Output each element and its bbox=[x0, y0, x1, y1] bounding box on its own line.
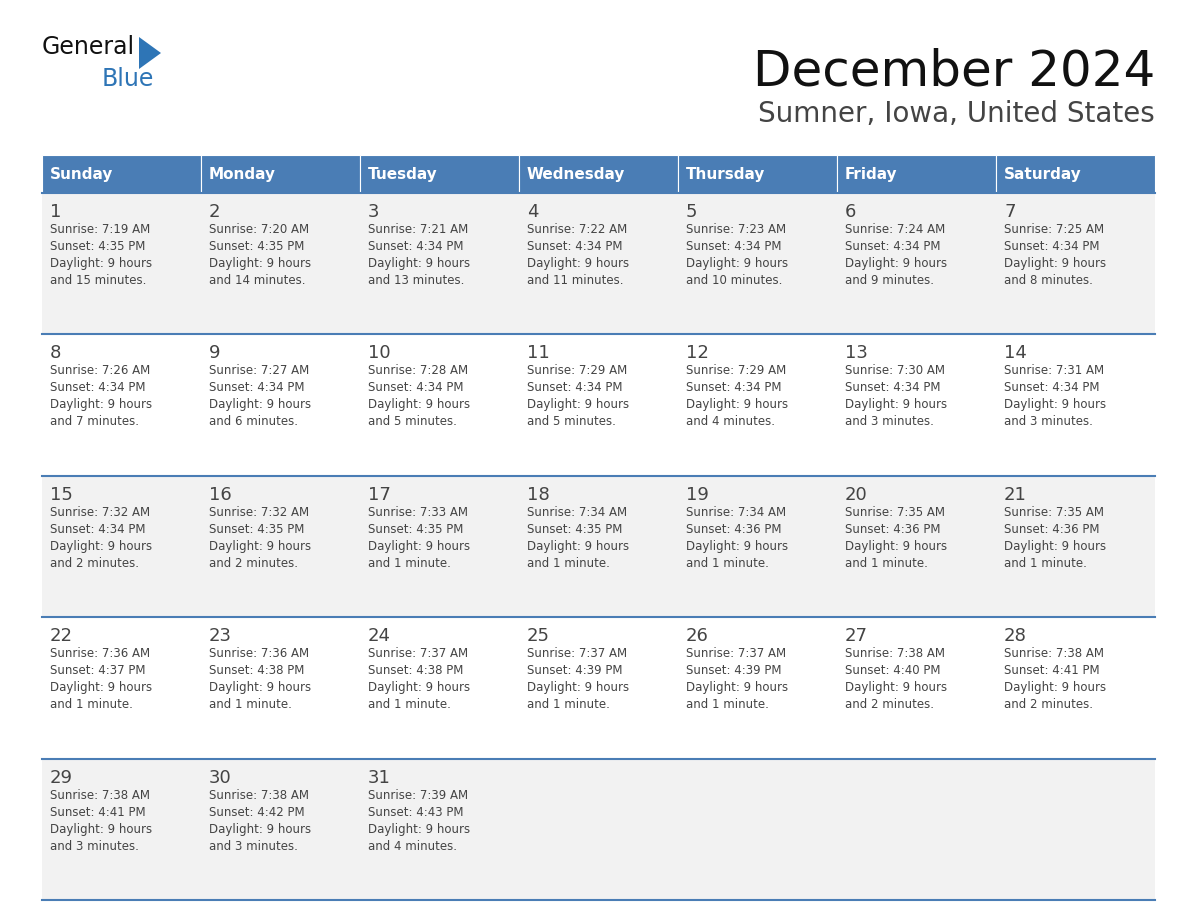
Bar bbox=[42, 334, 1155, 476]
Text: Sunrise: 7:33 AM
Sunset: 4:35 PM
Daylight: 9 hours
and 1 minute.: Sunrise: 7:33 AM Sunset: 4:35 PM Dayligh… bbox=[368, 506, 470, 570]
Text: December 2024: December 2024 bbox=[753, 48, 1155, 96]
Text: Sunrise: 7:23 AM
Sunset: 4:34 PM
Daylight: 9 hours
and 10 minutes.: Sunrise: 7:23 AM Sunset: 4:34 PM Dayligh… bbox=[685, 223, 788, 287]
Text: Sunrise: 7:32 AM
Sunset: 4:34 PM
Daylight: 9 hours
and 2 minutes.: Sunrise: 7:32 AM Sunset: 4:34 PM Dayligh… bbox=[50, 506, 152, 570]
Text: Sunrise: 7:26 AM
Sunset: 4:34 PM
Daylight: 9 hours
and 7 minutes.: Sunrise: 7:26 AM Sunset: 4:34 PM Dayligh… bbox=[50, 364, 152, 429]
Text: 19: 19 bbox=[685, 486, 709, 504]
Text: Sunrise: 7:19 AM
Sunset: 4:35 PM
Daylight: 9 hours
and 15 minutes.: Sunrise: 7:19 AM Sunset: 4:35 PM Dayligh… bbox=[50, 223, 152, 287]
Text: Sunrise: 7:35 AM
Sunset: 4:36 PM
Daylight: 9 hours
and 1 minute.: Sunrise: 7:35 AM Sunset: 4:36 PM Dayligh… bbox=[1004, 506, 1106, 570]
Text: 1: 1 bbox=[50, 203, 62, 221]
Bar bbox=[678, 155, 838, 193]
Text: Saturday: Saturday bbox=[1004, 167, 1082, 183]
Text: 30: 30 bbox=[209, 768, 232, 787]
Text: Blue: Blue bbox=[102, 67, 154, 91]
Bar bbox=[42, 758, 1155, 900]
Text: Sunrise: 7:38 AM
Sunset: 4:41 PM
Daylight: 9 hours
and 3 minutes.: Sunrise: 7:38 AM Sunset: 4:41 PM Dayligh… bbox=[50, 789, 152, 853]
Text: Monday: Monday bbox=[209, 167, 276, 183]
Text: Sunrise: 7:21 AM
Sunset: 4:34 PM
Daylight: 9 hours
and 13 minutes.: Sunrise: 7:21 AM Sunset: 4:34 PM Dayligh… bbox=[368, 223, 470, 287]
Text: Sunrise: 7:20 AM
Sunset: 4:35 PM
Daylight: 9 hours
and 14 minutes.: Sunrise: 7:20 AM Sunset: 4:35 PM Dayligh… bbox=[209, 223, 311, 287]
Text: Sunrise: 7:22 AM
Sunset: 4:34 PM
Daylight: 9 hours
and 11 minutes.: Sunrise: 7:22 AM Sunset: 4:34 PM Dayligh… bbox=[527, 223, 630, 287]
Text: Sunrise: 7:29 AM
Sunset: 4:34 PM
Daylight: 9 hours
and 5 minutes.: Sunrise: 7:29 AM Sunset: 4:34 PM Dayligh… bbox=[527, 364, 630, 429]
Text: 12: 12 bbox=[685, 344, 709, 363]
Text: General: General bbox=[42, 35, 135, 59]
Text: Sunrise: 7:34 AM
Sunset: 4:35 PM
Daylight: 9 hours
and 1 minute.: Sunrise: 7:34 AM Sunset: 4:35 PM Dayligh… bbox=[527, 506, 630, 570]
Bar bbox=[201, 155, 360, 193]
Bar bbox=[42, 617, 1155, 758]
Text: Sunrise: 7:35 AM
Sunset: 4:36 PM
Daylight: 9 hours
and 1 minute.: Sunrise: 7:35 AM Sunset: 4:36 PM Dayligh… bbox=[845, 506, 947, 570]
Bar bbox=[42, 476, 1155, 617]
Bar bbox=[360, 155, 519, 193]
Text: 7: 7 bbox=[1004, 203, 1016, 221]
Text: Sunrise: 7:34 AM
Sunset: 4:36 PM
Daylight: 9 hours
and 1 minute.: Sunrise: 7:34 AM Sunset: 4:36 PM Dayligh… bbox=[685, 506, 788, 570]
Text: Sunrise: 7:37 AM
Sunset: 4:38 PM
Daylight: 9 hours
and 1 minute.: Sunrise: 7:37 AM Sunset: 4:38 PM Dayligh… bbox=[368, 647, 470, 711]
Text: 2: 2 bbox=[209, 203, 221, 221]
Text: 29: 29 bbox=[50, 768, 72, 787]
Text: Sunrise: 7:30 AM
Sunset: 4:34 PM
Daylight: 9 hours
and 3 minutes.: Sunrise: 7:30 AM Sunset: 4:34 PM Dayligh… bbox=[845, 364, 947, 429]
Text: Sunrise: 7:25 AM
Sunset: 4:34 PM
Daylight: 9 hours
and 8 minutes.: Sunrise: 7:25 AM Sunset: 4:34 PM Dayligh… bbox=[1004, 223, 1106, 287]
Text: Sunrise: 7:38 AM
Sunset: 4:40 PM
Daylight: 9 hours
and 2 minutes.: Sunrise: 7:38 AM Sunset: 4:40 PM Dayligh… bbox=[845, 647, 947, 711]
Text: 21: 21 bbox=[1004, 486, 1026, 504]
Text: 10: 10 bbox=[368, 344, 391, 363]
Bar bbox=[838, 155, 996, 193]
Text: Sunrise: 7:28 AM
Sunset: 4:34 PM
Daylight: 9 hours
and 5 minutes.: Sunrise: 7:28 AM Sunset: 4:34 PM Dayligh… bbox=[368, 364, 470, 429]
Text: Sunrise: 7:32 AM
Sunset: 4:35 PM
Daylight: 9 hours
and 2 minutes.: Sunrise: 7:32 AM Sunset: 4:35 PM Dayligh… bbox=[209, 506, 311, 570]
Text: Sunrise: 7:39 AM
Sunset: 4:43 PM
Daylight: 9 hours
and 4 minutes.: Sunrise: 7:39 AM Sunset: 4:43 PM Dayligh… bbox=[368, 789, 470, 853]
Text: 9: 9 bbox=[209, 344, 221, 363]
Text: Sunrise: 7:37 AM
Sunset: 4:39 PM
Daylight: 9 hours
and 1 minute.: Sunrise: 7:37 AM Sunset: 4:39 PM Dayligh… bbox=[527, 647, 630, 711]
Text: 16: 16 bbox=[209, 486, 232, 504]
Text: 24: 24 bbox=[368, 627, 391, 645]
Polygon shape bbox=[139, 37, 162, 69]
Text: Sunrise: 7:36 AM
Sunset: 4:38 PM
Daylight: 9 hours
and 1 minute.: Sunrise: 7:36 AM Sunset: 4:38 PM Dayligh… bbox=[209, 647, 311, 711]
Text: Sunrise: 7:36 AM
Sunset: 4:37 PM
Daylight: 9 hours
and 1 minute.: Sunrise: 7:36 AM Sunset: 4:37 PM Dayligh… bbox=[50, 647, 152, 711]
Text: 26: 26 bbox=[685, 627, 709, 645]
Text: 4: 4 bbox=[527, 203, 538, 221]
Text: Sunrise: 7:31 AM
Sunset: 4:34 PM
Daylight: 9 hours
and 3 minutes.: Sunrise: 7:31 AM Sunset: 4:34 PM Dayligh… bbox=[1004, 364, 1106, 429]
Text: Sumner, Iowa, United States: Sumner, Iowa, United States bbox=[758, 100, 1155, 128]
Text: Sunrise: 7:29 AM
Sunset: 4:34 PM
Daylight: 9 hours
and 4 minutes.: Sunrise: 7:29 AM Sunset: 4:34 PM Dayligh… bbox=[685, 364, 788, 429]
Text: Sunrise: 7:24 AM
Sunset: 4:34 PM
Daylight: 9 hours
and 9 minutes.: Sunrise: 7:24 AM Sunset: 4:34 PM Dayligh… bbox=[845, 223, 947, 287]
Text: 6: 6 bbox=[845, 203, 857, 221]
Text: Sunrise: 7:38 AM
Sunset: 4:41 PM
Daylight: 9 hours
and 2 minutes.: Sunrise: 7:38 AM Sunset: 4:41 PM Dayligh… bbox=[1004, 647, 1106, 711]
Bar bbox=[42, 193, 1155, 334]
Bar bbox=[996, 155, 1155, 193]
Text: 14: 14 bbox=[1004, 344, 1026, 363]
Text: 17: 17 bbox=[368, 486, 391, 504]
Text: 27: 27 bbox=[845, 627, 868, 645]
Text: 5: 5 bbox=[685, 203, 697, 221]
Text: Wednesday: Wednesday bbox=[527, 167, 625, 183]
Text: 22: 22 bbox=[50, 627, 72, 645]
Text: Sunrise: 7:27 AM
Sunset: 4:34 PM
Daylight: 9 hours
and 6 minutes.: Sunrise: 7:27 AM Sunset: 4:34 PM Dayligh… bbox=[209, 364, 311, 429]
Text: 8: 8 bbox=[50, 344, 62, 363]
Text: Sunrise: 7:38 AM
Sunset: 4:42 PM
Daylight: 9 hours
and 3 minutes.: Sunrise: 7:38 AM Sunset: 4:42 PM Dayligh… bbox=[209, 789, 311, 853]
Text: Sunday: Sunday bbox=[50, 167, 113, 183]
Text: Sunrise: 7:37 AM
Sunset: 4:39 PM
Daylight: 9 hours
and 1 minute.: Sunrise: 7:37 AM Sunset: 4:39 PM Dayligh… bbox=[685, 647, 788, 711]
Text: 11: 11 bbox=[527, 344, 550, 363]
Text: Thursday: Thursday bbox=[685, 167, 765, 183]
Text: 28: 28 bbox=[1004, 627, 1026, 645]
Text: 25: 25 bbox=[527, 627, 550, 645]
Text: 13: 13 bbox=[845, 344, 868, 363]
Bar bbox=[519, 155, 678, 193]
Text: 3: 3 bbox=[368, 203, 379, 221]
Bar bbox=[42, 155, 201, 193]
Text: Friday: Friday bbox=[845, 167, 898, 183]
Text: 18: 18 bbox=[527, 486, 550, 504]
Text: Tuesday: Tuesday bbox=[368, 167, 437, 183]
Text: 23: 23 bbox=[209, 627, 232, 645]
Text: 31: 31 bbox=[368, 768, 391, 787]
Text: 15: 15 bbox=[50, 486, 72, 504]
Text: 20: 20 bbox=[845, 486, 867, 504]
